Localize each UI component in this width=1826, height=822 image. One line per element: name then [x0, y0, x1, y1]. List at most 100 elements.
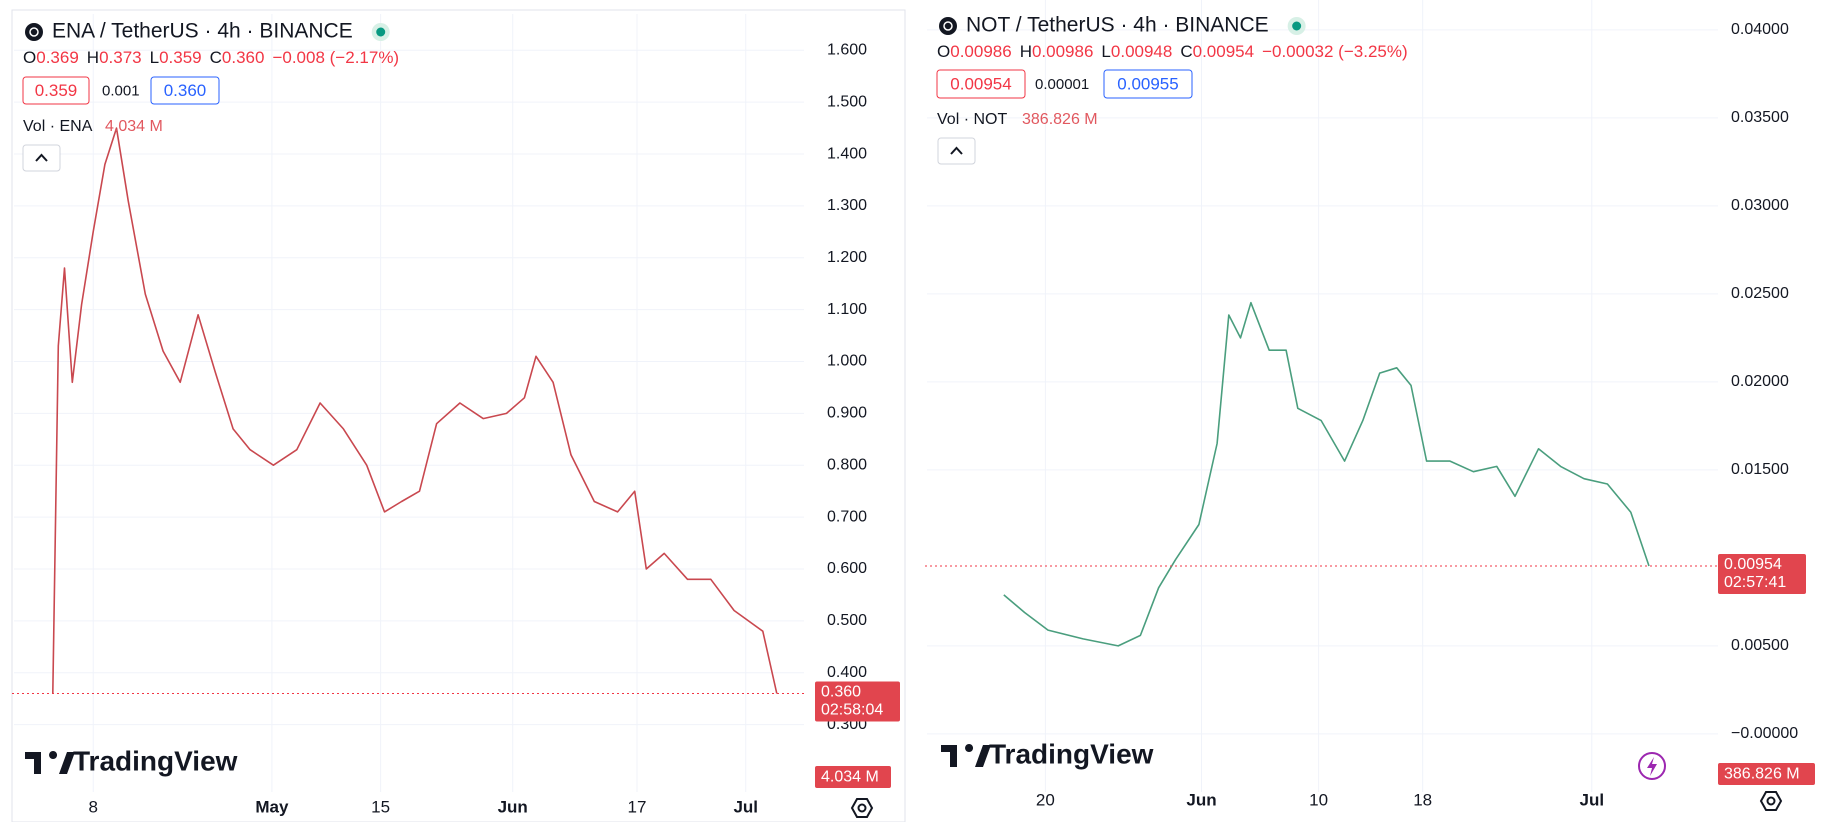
settings-icon[interactable] [1759, 791, 1783, 811]
right-panel [927, 0, 1826, 822]
y-tick-label: 0.03000 [1731, 197, 1789, 214]
price-line [1003, 301, 1650, 647]
symbol-logo [939, 17, 957, 35]
ohlc-value: 0.359 [159, 48, 202, 67]
y-tick-label: 1.600 [827, 42, 867, 59]
ask-price[interactable]: 0.00955 [1117, 74, 1178, 93]
y-tick-label: 0.04000 [1731, 21, 1789, 38]
ohlc-legend: O0.369 H0.373 L0.359 C0.360 −0.008 (−2.17%) [23, 48, 399, 67]
ohlc-value: 0.00986 [1032, 42, 1093, 61]
x-tick-label: 15 [371, 797, 390, 816]
collapse-chevron[interactable] [950, 146, 963, 155]
y-tick-label: 0.600 [827, 560, 867, 577]
ohlc-legend: O0.00986 H0.00986 L0.00948 C0.00954 −0.00032… [937, 42, 1408, 61]
symbol-logo [25, 23, 43, 41]
y-tick-label: 1.300 [827, 197, 867, 214]
volume-tag-label: 386.826 M [1724, 766, 1800, 783]
x-tick-label: 8 [88, 797, 97, 816]
volume-tag-label: 4.034 M [821, 769, 879, 786]
ohlc-key: H [87, 48, 99, 67]
watermark: TradingView [25, 745, 238, 776]
watermark-logo [941, 744, 991, 767]
watermark-text: TradingView [73, 745, 238, 776]
price-line [52, 127, 778, 694]
ask-box[interactable] [150, 76, 220, 105]
ohlc-change: −0.00032 (−3.25%) [1262, 42, 1408, 61]
bid-price[interactable]: 0.359 [35, 81, 78, 100]
watermark: TradingView [941, 738, 1154, 769]
last-price-tag [1718, 554, 1806, 595]
ohlc-key: L [150, 48, 159, 67]
y-tick-label: 0.900 [827, 405, 867, 422]
ohlc-key: C [210, 48, 222, 67]
alert-icon[interactable] [1638, 752, 1666, 780]
ohlc-value: 0.00948 [1111, 42, 1172, 61]
ohlc-key: O [937, 42, 950, 61]
spread: 0.00001 [1035, 76, 1089, 93]
x-tick-label: 17 [628, 797, 647, 816]
volume-legend: Vol · NOT [937, 111, 1007, 128]
y-tick-label: 1.200 [827, 249, 867, 266]
countdown: 02:58:04 [821, 702, 883, 719]
watermark-text: TradingView [989, 738, 1154, 769]
ohlc-key: O [23, 48, 36, 67]
countdown: 02:57:41 [1724, 574, 1786, 591]
ohlc-key: C [1180, 42, 1192, 61]
y-tick-label: 0.02500 [1731, 285, 1789, 302]
bid-box[interactable] [936, 69, 1026, 99]
market-status-dot [376, 27, 386, 37]
x-tick-label: Jun [498, 797, 528, 816]
symbol-logo-inner [943, 21, 953, 31]
ask-box[interactable] [1103, 69, 1193, 99]
y-tick-label: 0.03500 [1731, 109, 1789, 126]
spread: 0.001 [102, 82, 140, 99]
chart-title: NOT / TetherUS · 4h · BINANCE [966, 14, 1269, 37]
chart-layer: 8 May 15 Jun 17 Jul0.3000.4000.5000.6000.7000… [12, 0, 1815, 816]
volume-legend: Vol · ENA [23, 118, 93, 135]
settings-icon[interactable] [850, 798, 874, 818]
watermark-logo [25, 751, 75, 774]
left-panel-frame [11, 9, 906, 822]
collapse-chevron[interactable] [35, 153, 48, 162]
x-tick-label: May [255, 797, 289, 816]
y-tick-label: 0.02000 [1731, 373, 1789, 390]
ohlc-value: 0.369 [36, 48, 79, 67]
ohlc-key: H [1020, 42, 1032, 61]
y-tick-label: 1.500 [827, 93, 867, 110]
volume-value: 386.826 M [1022, 111, 1098, 128]
y-tick-label: 1.400 [827, 145, 867, 162]
x-tick-label: 10 [1309, 790, 1328, 809]
last-price-label: 0.360 [821, 684, 861, 701]
ohlc-value: 0.00986 [950, 42, 1011, 61]
y-tick-label: 0.400 [827, 664, 867, 681]
collapse-button[interactable] [937, 137, 976, 165]
x-tick-label: 20 [1036, 790, 1055, 809]
bid-box[interactable] [22, 76, 90, 105]
y-tick-label: 0.800 [827, 456, 867, 473]
bid-price[interactable]: 0.00954 [950, 74, 1011, 93]
volume-tag [1718, 763, 1815, 785]
y-tick-label: 0.500 [827, 612, 867, 629]
x-tick-label: Jul [1580, 790, 1605, 809]
last-price-tag [815, 681, 900, 722]
y-tick-label: 0.01500 [1731, 461, 1789, 478]
volume-tag [815, 766, 891, 788]
ask-price[interactable]: 0.360 [164, 81, 207, 100]
x-tick-label: 18 [1413, 790, 1432, 809]
y-tick-label: 1.000 [827, 353, 867, 370]
collapse-button[interactable] [22, 144, 61, 172]
y-tick-label: −0.00000 [1731, 725, 1798, 742]
symbol-logo-inner [29, 27, 39, 37]
x-tick-label: Jul [733, 797, 758, 816]
last-price-label: 0.00954 [1724, 556, 1782, 573]
y-tick-label: 0.700 [827, 508, 867, 525]
market-status-dot [1292, 21, 1302, 31]
x-tick-label: Jun [1186, 790, 1216, 809]
ohlc-key: L [1101, 42, 1110, 61]
ohlc-value: 0.373 [99, 48, 142, 67]
chart-title: ENA / TetherUS · 4h · BINANCE [52, 20, 353, 43]
y-tick-label: 0.00500 [1731, 637, 1789, 654]
volume-value: 4.034 M [105, 118, 163, 135]
